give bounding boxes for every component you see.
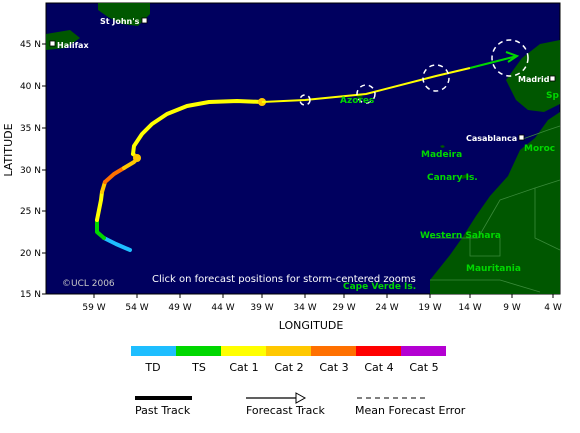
y-tick-label: 15 N [20,290,41,300]
x-tick-label: 4 W [544,303,562,313]
casablanca-marker [518,134,525,141]
tick-marks [42,43,554,298]
legend-swatch-cat2 [266,346,311,356]
x-tick-label: 59 W [82,303,105,313]
st-johns-label: St John's [100,17,140,26]
forecast-error-circle-1[interactable] [299,94,311,106]
legend-label-cat4: Cat 4 [364,361,393,374]
madrid-marker [549,75,556,82]
y-tick-label: 45 N [20,40,41,50]
past-track-td-segment [102,236,132,252]
past-track-cat1-lower [95,190,104,222]
legend-label-cat2: Cat 2 [274,361,303,374]
azores-label: Azores [340,96,374,106]
legend-past-track-label: Past Track [135,404,191,417]
forecast-error-circle-2[interactable] [356,84,376,104]
past-track-ts-segment [95,218,106,240]
legend-swatch-cat5 [401,346,446,356]
zoom-instruction-text: Click on forecast positions for storm-ce… [152,274,416,285]
current-position-marker[interactable] [133,154,141,162]
y-tick-label: 30 N [20,166,41,176]
legend-label-cat1: Cat 1 [229,361,258,374]
x-tick-label: 49 W [168,303,191,313]
legend-mean-error-label: Mean Forecast Error [355,404,466,417]
legend-label-cat5: Cat 5 [409,361,438,374]
past-track-cat1-upper [131,99,264,156]
land-newfoundland [98,3,150,26]
land-canary [460,174,470,179]
past-track [95,99,264,252]
x-tick-label: 34 W [293,303,316,313]
mauritania-label: Mauritania [466,264,521,274]
intensity-legend [131,346,446,356]
city-markers [49,17,556,141]
land-iberia-africa [430,40,560,294]
x-tick-label: 39 W [250,303,273,313]
madeira-label: Madeira [421,150,462,160]
y-tick-label: 25 N [20,207,41,217]
y-tick-label: 40 N [20,82,41,92]
legend-swatch-cat1 [221,346,266,356]
canary-label: Canary Is. [427,173,478,183]
legend-label-cat3: Cat 3 [319,361,348,374]
halifax-marker [49,40,56,47]
forecast-arrowhead [505,51,520,63]
forecast-error-circle-4[interactable] [491,39,529,77]
forecast-error-circle-3[interactable] [422,64,450,92]
legend-swatch-td [131,346,176,356]
x-tick-label: 54 W [125,303,148,313]
forecast-error-circles[interactable] [299,39,529,106]
y-tick-label: 35 N [20,124,41,134]
x-tick-label: 19 W [418,303,441,313]
madrid-label: Madrid [518,75,550,84]
legend-label-td: TD [144,361,160,374]
legend-forecast-arrow-icon [295,392,307,404]
x-tick-label: 29 W [332,303,355,313]
halifax-label: Halifax [57,41,89,50]
past-track-cat3-segment [103,166,126,184]
legend-swatch-ts [176,346,221,356]
land-madeira [440,145,445,148]
western-sahara-label: Western Sahara [420,231,501,241]
copyright-text: ©UCL 2006 [62,279,115,289]
y-tick-label: 20 N [20,249,41,259]
y-axis-title: LATITUDE [2,123,15,176]
spain-label: Sp [546,91,559,101]
forecast-track-ts [469,55,518,69]
x-tick-label: 14 W [458,303,481,313]
x-tick-label: 44 W [211,303,234,313]
cape-verde-label: Cape Verde Is. [343,282,416,292]
legend-forecast-track-label: Forecast Track [246,404,325,417]
legend-swatch-cat4 [356,346,401,356]
legend-label-ts: TS [191,361,206,374]
x-tick-label: 9 W [503,303,521,313]
st-johns-marker [141,17,148,24]
legend-swatch-cat3 [311,346,356,356]
x-tick-label: 24 W [375,303,398,313]
country-borders [430,125,561,293]
x-axis-title: LONGITUDE [279,319,344,332]
morocco-label: Moroc [524,144,555,154]
casablanca-label: Casablanca [466,134,517,143]
